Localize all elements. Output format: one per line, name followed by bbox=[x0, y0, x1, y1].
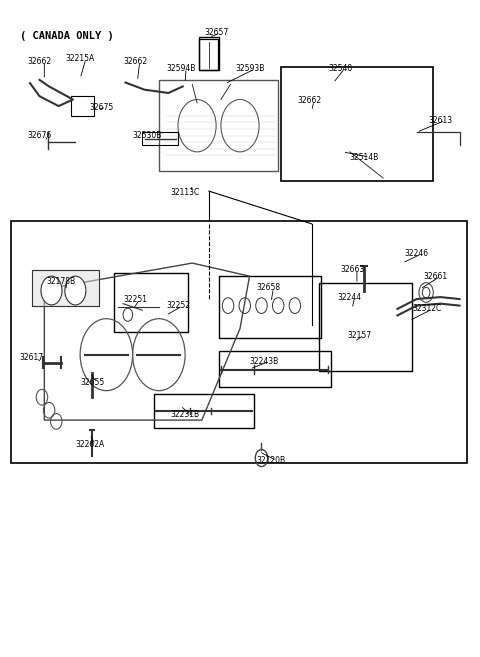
Text: 32530B: 32530B bbox=[132, 131, 162, 140]
Text: 32593B: 32593B bbox=[235, 64, 264, 74]
Text: 32657: 32657 bbox=[204, 28, 228, 37]
Polygon shape bbox=[33, 269, 99, 306]
Text: 32251: 32251 bbox=[123, 294, 147, 304]
Bar bbox=[319, 283, 412, 371]
Text: 32178B: 32178B bbox=[47, 277, 76, 286]
Bar bbox=[71, 97, 95, 116]
Text: 32662: 32662 bbox=[28, 57, 52, 66]
Text: 32246: 32246 bbox=[405, 250, 429, 258]
Text: 32655: 32655 bbox=[80, 378, 104, 387]
Bar bbox=[154, 394, 254, 428]
Text: 32617: 32617 bbox=[20, 353, 44, 363]
Text: 32243B: 32243B bbox=[250, 357, 279, 366]
Text: 32262A: 32262A bbox=[75, 440, 105, 449]
Text: 32157: 32157 bbox=[348, 330, 372, 340]
Text: 32540: 32540 bbox=[328, 64, 352, 73]
Text: 32244: 32244 bbox=[338, 292, 362, 302]
Text: 32312C: 32312C bbox=[413, 304, 442, 313]
Bar bbox=[199, 37, 218, 70]
Text: 32661: 32661 bbox=[424, 271, 448, 281]
Circle shape bbox=[65, 276, 86, 305]
Text: 32514B: 32514B bbox=[350, 152, 379, 162]
Bar bbox=[218, 351, 331, 388]
Text: 32613: 32613 bbox=[429, 116, 453, 125]
Bar bbox=[142, 132, 178, 145]
Text: 32658: 32658 bbox=[257, 283, 281, 292]
Text: 32676: 32676 bbox=[28, 131, 52, 140]
Bar bbox=[114, 273, 188, 332]
Text: 32663: 32663 bbox=[340, 265, 364, 274]
Text: 32662: 32662 bbox=[123, 57, 147, 66]
Text: 32231B: 32231B bbox=[171, 411, 200, 419]
Text: 32120B: 32120B bbox=[257, 456, 286, 465]
Text: ( CANADA ONLY ): ( CANADA ONLY ) bbox=[21, 31, 114, 41]
Circle shape bbox=[41, 276, 62, 305]
Text: 32252: 32252 bbox=[166, 301, 190, 310]
Bar bbox=[281, 67, 433, 181]
Text: 32675: 32675 bbox=[90, 103, 114, 112]
Text: 32594B: 32594B bbox=[166, 64, 195, 73]
Text: 32113C: 32113C bbox=[171, 188, 200, 197]
Bar bbox=[11, 221, 467, 463]
Bar bbox=[199, 39, 217, 70]
Bar bbox=[218, 276, 321, 338]
Text: 32662: 32662 bbox=[297, 97, 322, 105]
Text: 32215A: 32215A bbox=[66, 55, 95, 64]
